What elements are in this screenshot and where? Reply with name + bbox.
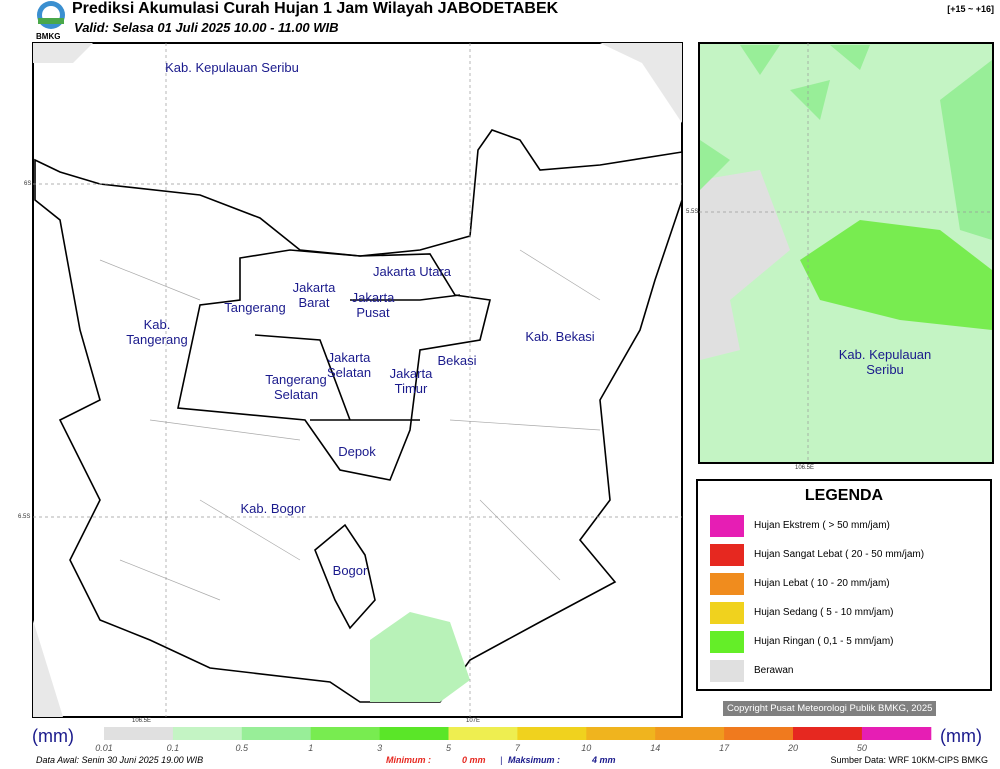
rain-area: [370, 612, 470, 702]
colorbar-tick-label: 5: [446, 743, 452, 753]
legend-title: LEGENDA: [804, 487, 884, 504]
inset-cloud: [700, 170, 790, 360]
bogor-boundary: [314, 523, 376, 630]
legend-item: Hujan Ekstrem ( > 50 mm/jam): [698, 511, 990, 540]
legend-item: Hujan Ringan ( 0,1 - 5 mm/jam): [698, 627, 990, 656]
colorbar-tick-label: 14: [650, 743, 660, 753]
lead-time: [+15 ~ +16]: [947, 4, 994, 14]
legend-label: Berawan: [754, 665, 794, 676]
inset-rain-light: [700, 45, 992, 240]
colorbar: 0.01 0.1 0.5 1 3 5 7 10 14 17 20 50: [95, 727, 932, 753]
minimum-label: Minimum :: [386, 755, 431, 765]
unit-label: (mm): [940, 726, 982, 746]
region-label: Kab. Bogor: [240, 501, 306, 516]
legend-swatch: [710, 572, 744, 595]
legend-label: Hujan Lebat ( 10 - 20 mm/jam): [754, 578, 890, 589]
region-label: Jakarta Timur: [389, 366, 433, 396]
legend-item: Hujan Sedang ( 5 - 10 mm/jam): [698, 598, 990, 627]
source: Sumber Data: WRF 10KM-CIPS BMKG: [830, 755, 988, 765]
colorbar-segment: [586, 727, 656, 740]
colorbar-segment: [172, 727, 243, 740]
colorbar-tick-label: 3: [377, 743, 382, 753]
grid-label: 107E: [466, 718, 481, 724]
inset-graticule: [699, 43, 993, 463]
region-label: Jakarta Barat: [292, 280, 336, 310]
legend-swatch: [710, 543, 744, 566]
maksimum-value: 4 mm: [592, 755, 616, 765]
logo-text: BMKG: [36, 32, 61, 41]
colorbar-tick-label: 0.1: [167, 743, 180, 753]
colorbar-tick-label: 50: [857, 743, 867, 753]
colorbar-tick-label: 7: [515, 743, 521, 753]
district-lines: [99, 249, 601, 601]
region-label: Tangerang Selatan: [265, 372, 327, 402]
legend-label: Hujan Sedang ( 5 - 10 mm/jam): [754, 607, 894, 618]
grid-label: 6.5S: [18, 514, 31, 520]
inset-rain: [800, 220, 992, 330]
region-label: Jakarta Pusat: [351, 290, 395, 320]
region-label: Bekasi: [437, 353, 477, 368]
legend-label: Hujan Sangat Lebat ( 20 - 50 mm/jam): [754, 549, 925, 560]
legend-swatch: [710, 659, 744, 682]
colorbar-segment: [448, 727, 518, 740]
colorbar-segment: [104, 727, 174, 740]
colorbar-tick-label: 17: [719, 743, 730, 753]
region-label: Tangerang: [224, 300, 286, 315]
bmkg-logo: [37, 1, 65, 29]
legend-swatch: [710, 630, 744, 653]
colorbar-tick-label: 20: [787, 743, 798, 753]
colorbar-segment: [517, 727, 587, 740]
grid-label: 106.5E: [795, 465, 815, 471]
region-label: Depok: [338, 444, 376, 459]
region-label: Kab. Kepulauan Seribu: [165, 60, 299, 75]
region-label: Kab. Bekasi: [525, 329, 595, 344]
maksimum-label: Maksimum :: [508, 755, 561, 765]
title: Prediksi Akumulasi Curah Hujan 1 Jam Wil…: [72, 0, 559, 17]
inset-label: Kab. Kepulauan Seribu: [838, 347, 932, 377]
copyright: Copyright Pusat Meteorologi Publik BMKG,…: [723, 701, 937, 716]
graticule: [33, 43, 682, 717]
unit-label: (mm): [32, 726, 74, 746]
legend-item: Hujan Lebat ( 10 - 20 mm/jam): [698, 569, 990, 598]
subtitle: Valid: Selasa 01 Juli 2025 10.00 - 11.00…: [74, 20, 339, 35]
admin-boundaries: [177, 249, 491, 481]
legend: LEGENDA Hujan Ekstrem ( > 50 mm/jam) Hujan…: [696, 479, 992, 691]
legend-label: Hujan Ekstrem ( > 50 mm/jam): [754, 520, 890, 531]
legend-swatch: [710, 601, 744, 624]
colorbar-segment: [724, 727, 794, 740]
region-label: Jakarta Utara: [372, 264, 452, 279]
colorbar-segment: [379, 727, 449, 740]
data-awal: Data Awal: Senin 30 Juni 2025 19.00 WIB: [36, 755, 204, 765]
grid-label: 6S: [24, 181, 32, 187]
colorbar-tick-label: 1: [308, 743, 313, 753]
grid-label: 106.5E: [132, 718, 152, 724]
legend-swatch: [710, 514, 744, 537]
separator: |: [500, 755, 503, 765]
colorbar-segment: [793, 727, 863, 740]
legend-item: Berawan: [698, 656, 990, 685]
colorbar-tick-label: 0.01: [95, 743, 113, 753]
minimum-value: 0 mm: [462, 755, 486, 765]
colorbar-tick-label: 10: [581, 743, 591, 753]
colorbar-segment: [861, 727, 932, 740]
colorbar-segment: [241, 727, 312, 740]
region-label: Jakarta Selatan: [326, 350, 372, 380]
grid-label: 5.5S: [686, 209, 699, 215]
region-label: Bogor: [332, 563, 368, 578]
colorbar-segment: [655, 727, 725, 740]
region-label: Kab. Tangerang: [126, 317, 188, 347]
legend-item: Hujan Sangat Lebat ( 20 - 50 mm/jam): [698, 540, 990, 569]
colorbar-segment: [310, 727, 381, 740]
legend-label: Hujan Ringan ( 0,1 - 5 mm/jam): [754, 636, 894, 647]
colorbar-tick-label: 0.5: [236, 743, 250, 753]
